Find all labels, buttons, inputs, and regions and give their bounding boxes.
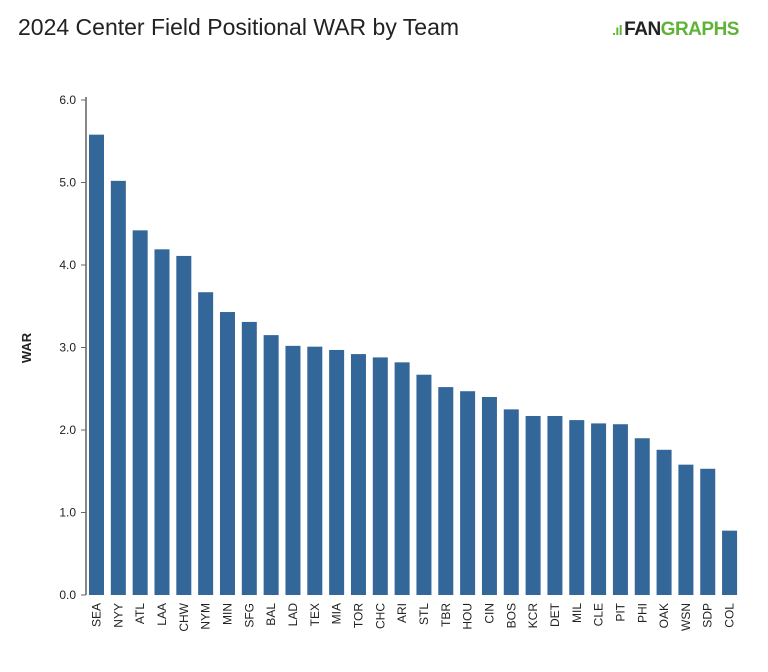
bar-det [547, 415, 563, 595]
bar-cle [591, 423, 607, 595]
x-tick-label: HOU [461, 603, 475, 630]
bar-min [219, 312, 235, 595]
x-tick-label: BAL [264, 603, 278, 626]
bar-oak [656, 449, 672, 595]
bar-nyy [110, 180, 126, 595]
y-axis-label: WAR [19, 332, 34, 363]
bar-sea [89, 134, 104, 595]
bar-tor [350, 354, 366, 595]
bar-ari [394, 362, 410, 595]
bar-pit [612, 424, 628, 595]
bar-mil [569, 420, 585, 595]
x-tick-label: COL [723, 603, 737, 628]
bar-cin [481, 397, 497, 595]
x-tick-label: MIN [220, 603, 234, 625]
x-tick-label: TOR [351, 603, 365, 628]
x-tick-label: MIL [570, 603, 584, 623]
y-tick-label: 5.0 [59, 176, 76, 190]
bar-stl [416, 374, 432, 595]
x-tick-label: TBR [439, 603, 453, 627]
bar-lad [285, 345, 301, 595]
y-tick-label: 0.0 [59, 588, 76, 602]
x-tick-label: PHI [635, 603, 649, 623]
bar-kcr [525, 415, 541, 595]
x-tick-label: CIN [482, 603, 496, 624]
bar-sdp [700, 468, 716, 595]
x-tick-label: MIA [330, 603, 344, 624]
x-tick-label: SDP [701, 603, 715, 628]
bar-laa [154, 249, 170, 595]
bar-mia [329, 349, 345, 595]
bar-phi [634, 438, 650, 595]
y-tick-label: 3.0 [59, 341, 76, 355]
x-tick-label: NYY [111, 603, 125, 628]
y-tick-label: 6.0 [59, 93, 76, 107]
bar-chc [372, 357, 388, 595]
x-tick-label: ATL [133, 603, 147, 624]
chart-title: 2024 Center Field Positional WAR by Team [18, 14, 460, 40]
x-tick-label: STL [417, 603, 431, 625]
x-tick-label: SEA [90, 603, 104, 627]
bar-sfg [241, 321, 257, 595]
x-tick-label: OAK [657, 603, 671, 628]
x-tick-label: DET [548, 602, 562, 627]
x-tick-label: LAD [286, 603, 300, 627]
x-tick-label: PIT [613, 602, 627, 621]
bar-nym [198, 292, 214, 595]
logo-bars-icon: .ıl [612, 22, 623, 38]
x-tick-label: CHC [373, 603, 387, 629]
bar-tbr [438, 387, 454, 595]
y-tick-label: 2.0 [59, 423, 76, 437]
bar-wsn [678, 464, 694, 595]
y-tick-label: 4.0 [59, 258, 76, 272]
x-tick-label: CHW [177, 602, 191, 631]
x-tick-label: TEX [308, 603, 322, 626]
x-tick-label: WSN [679, 603, 693, 631]
bar-bos [503, 409, 519, 595]
bar-chw [176, 255, 192, 596]
bar-tex [307, 346, 323, 595]
x-tick-label: LAA [155, 603, 169, 626]
bar-hou [460, 391, 476, 595]
bar-atl [132, 230, 148, 595]
y-tick-label: 1.0 [59, 506, 76, 520]
x-tick-label: NYM [199, 603, 213, 630]
x-tick-label: ARI [395, 603, 409, 623]
x-tick-label: BOS [504, 603, 518, 628]
x-tick-label: KCR [526, 603, 540, 629]
fangraphs-logo[interactable]: .ıl FANGRAPHS [612, 19, 739, 40]
x-tick-label: SFG [242, 603, 256, 628]
x-tick-label: CLE [592, 603, 606, 626]
bar-col [722, 530, 738, 595]
bar-bal [263, 335, 279, 595]
